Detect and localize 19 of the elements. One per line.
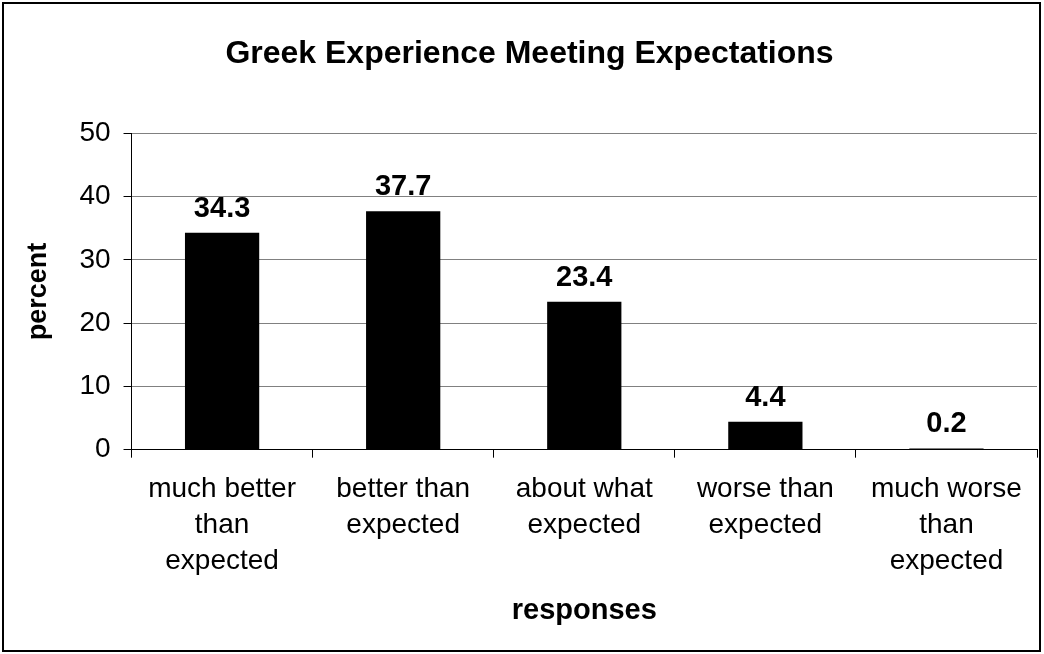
x-axis-title: responses — [511, 592, 657, 625]
data-label: 0.2 — [926, 406, 967, 439]
x-tick-label: much better than expected — [148, 472, 297, 575]
x-tick-label: better than expected — [336, 472, 471, 540]
x-tick-label: much worse than expected — [870, 472, 1022, 575]
y-tick-label: 10 — [79, 369, 111, 401]
data-label: 23.4 — [556, 259, 613, 292]
data-label: 4.4 — [745, 379, 786, 412]
y-axis-title: percent — [21, 242, 52, 341]
y-tick-label: 40 — [79, 179, 111, 211]
chart-title: Greek Experience Meeting Expectations — [225, 34, 834, 71]
x-tick-label: worse than expected — [695, 472, 834, 540]
y-tick-label: 50 — [79, 116, 111, 148]
data-label: 37.7 — [374, 169, 432, 202]
y-tick-label: 30 — [79, 242, 111, 274]
x-tick-label: about what expected — [515, 472, 653, 540]
y-tick-label: 0 — [94, 432, 111, 464]
y-tick-label: 20 — [79, 305, 111, 337]
data-label: 34.3 — [193, 190, 251, 223]
